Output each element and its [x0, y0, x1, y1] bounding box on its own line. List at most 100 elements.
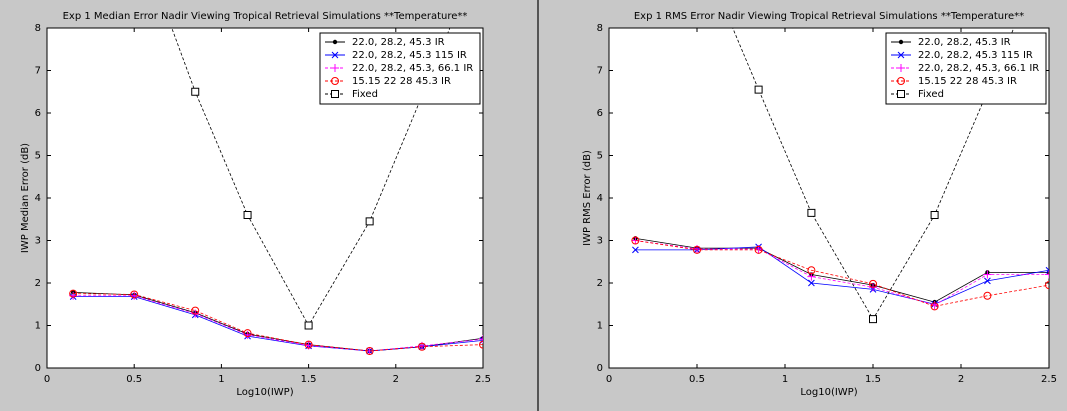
legend-label: 22.0, 28.2, 45.3 IR	[918, 37, 1011, 48]
y-tick-label: 1	[597, 321, 603, 332]
marker	[243, 329, 252, 338]
marker	[869, 315, 877, 324]
legend-label: 22.0, 28.2, 45.3, 66.1 IR	[918, 63, 1039, 74]
marker	[897, 51, 905, 59]
marker	[897, 77, 905, 85]
y-tick-label: 5	[35, 151, 41, 162]
marker	[897, 64, 905, 72]
marker	[631, 236, 640, 245]
marker	[331, 77, 339, 85]
y-tick-label: 1	[35, 321, 41, 332]
x-tick-label: 1.5	[865, 374, 881, 385]
marker	[479, 335, 483, 344]
x-tick-label: 0	[606, 374, 612, 385]
legend-box	[319, 32, 481, 105]
y-tick-label: 0	[597, 363, 603, 374]
series-line	[73, 295, 483, 352]
y-tick-label: 4	[597, 193, 603, 204]
series-line	[635, 240, 1049, 307]
legend: 22.0, 28.2, 45.3 IR 22.0, 28.2, 45.3 115 …	[319, 32, 481, 105]
marker	[693, 245, 701, 254]
y-tick-label: 6	[597, 108, 603, 119]
chart-title: Exp 1 Median Error Nadir Viewing Tropica…	[63, 11, 468, 22]
x-tick-label: 1.5	[301, 374, 317, 385]
y-tick-label: 2	[35, 278, 41, 289]
marker	[869, 279, 877, 288]
chart-title: Exp 1 RMS Error Nadir Viewing Tropical R…	[634, 11, 1024, 22]
marker	[365, 347, 374, 355]
marker	[1045, 270, 1049, 279]
marker	[331, 51, 339, 59]
y-tick-label: 3	[597, 236, 603, 247]
marker	[331, 64, 339, 72]
legend-label: 22.0, 28.2, 45.3, 66.1 IR	[352, 63, 473, 74]
x-tick-label: 2	[958, 374, 964, 385]
marker	[807, 266, 816, 275]
x-tick-label: 2.5	[1041, 374, 1057, 385]
y-tick-label: 8	[35, 23, 41, 34]
marker	[632, 246, 639, 254]
series-group	[69, 28, 483, 355]
series-line	[635, 240, 1049, 306]
x-tick-label: 2.5	[475, 374, 491, 385]
y-tick-label: 4	[35, 193, 41, 204]
marker	[365, 217, 374, 226]
x-axis-label: Log10(IWP)	[800, 387, 857, 398]
y-tick-label: 7	[35, 66, 41, 77]
marker	[304, 340, 313, 349]
marker	[808, 279, 815, 287]
marker	[807, 208, 816, 217]
y-tick-label: 3	[35, 236, 41, 247]
x-tick-label: 2	[393, 374, 399, 385]
legend-label: 22.0, 28.2, 45.3 115 IR	[918, 50, 1033, 61]
y-axis-label: IWP RMS Error (dB)	[582, 150, 593, 246]
marker	[754, 85, 763, 94]
legend-label: 15.15 22 28 45.3 IR	[352, 76, 451, 87]
series-line	[73, 293, 483, 352]
marker	[479, 337, 483, 344]
marker	[898, 39, 904, 45]
x-axis-label: Log10(IWP)	[236, 387, 293, 398]
y-tick-label: 8	[597, 23, 603, 34]
marker	[930, 211, 939, 219]
marker	[1045, 266, 1049, 274]
marker	[930, 302, 939, 311]
marker	[1045, 281, 1049, 290]
series-line	[73, 296, 483, 352]
marker	[191, 87, 200, 96]
y-tick-label: 5	[597, 151, 603, 162]
marker	[130, 290, 139, 299]
x-tick-label: 0.5	[126, 374, 142, 385]
marker	[332, 39, 338, 45]
x-tick-label: 0.5	[689, 374, 705, 385]
marker	[331, 90, 339, 98]
x-tick-label: 1	[218, 374, 224, 385]
legend-label: 15.15 22 28 45.3 IR	[918, 76, 1017, 87]
x-tick-label: 0	[44, 374, 50, 385]
marker	[983, 291, 992, 300]
legend-label: 22.0, 28.2, 45.3 IR	[352, 37, 445, 48]
x-tick-label: 1	[782, 374, 788, 385]
y-tick-label: 2	[597, 278, 603, 289]
marker	[304, 321, 313, 330]
legend-label: Fixed	[918, 89, 944, 100]
marker	[479, 340, 483, 349]
y-axis-label: IWP Median Error (dB)	[20, 143, 31, 253]
y-tick-label: 0	[35, 363, 41, 374]
legend: 22.0, 28.2, 45.3 IR 22.0, 28.2, 45.3 115 …	[885, 32, 1047, 105]
series-line	[635, 237, 1049, 303]
marker	[69, 289, 78, 298]
legend-box	[885, 32, 1047, 105]
marker	[243, 211, 252, 219]
marker	[897, 90, 905, 98]
y-tick-label: 6	[35, 108, 41, 119]
marker	[754, 245, 763, 254]
marker	[983, 270, 992, 279]
legend-label: Fixed	[352, 89, 378, 100]
marker	[191, 306, 200, 315]
legend-label: 22.0, 28.2, 45.3 115 IR	[352, 50, 467, 61]
marker	[417, 342, 426, 351]
y-tick-label: 7	[597, 66, 603, 77]
marker	[984, 277, 991, 285]
